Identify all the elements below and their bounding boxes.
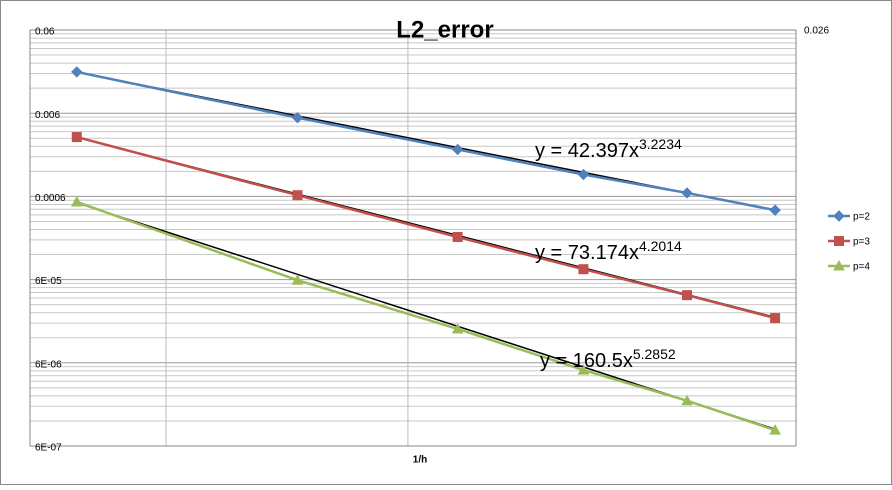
series-line [76, 200, 776, 432]
x-axis-label: 1/h [413, 455, 427, 466]
equation-exponent: 5.2852 [633, 346, 676, 362]
legend-label: p=4 [853, 262, 870, 273]
y-tick-label: 6E-07 [35, 443, 62, 454]
series-line [76, 135, 776, 320]
data-point [681, 187, 693, 199]
data-point [769, 204, 781, 216]
data-point [71, 132, 82, 143]
y-tick-label: 0.06 [35, 27, 55, 38]
y-tick-label: 6E-06 [35, 359, 62, 370]
plot-border [29, 29, 797, 447]
equation-text: y = 73.174x [535, 242, 639, 264]
data-point [452, 232, 463, 243]
legend-marker [834, 236, 844, 246]
legend-label: p=3 [853, 237, 870, 248]
data-point [291, 111, 304, 124]
data-point [770, 313, 781, 324]
equation-text: y = 42.397x [535, 140, 639, 162]
data-point [71, 66, 83, 78]
y-tick-label: 6E-05 [35, 276, 62, 287]
data-point [577, 168, 590, 181]
data-point [577, 364, 590, 375]
corner-label: 0.026 [804, 26, 829, 37]
data-point [292, 190, 303, 201]
trendline-equation: y = 42.397x3.2234 [535, 136, 682, 163]
data-point [681, 394, 693, 406]
series-line [76, 70, 776, 212]
legend-marker [833, 259, 845, 271]
equation-text: y = 160.5x [540, 350, 633, 372]
y-tick-label: 0.006 [35, 110, 60, 121]
equation-exponent: 3.2234 [639, 136, 682, 152]
chart-title: L2_error [396, 16, 493, 43]
legend-label: p=2 [853, 212, 870, 223]
equation-exponent: 4.2014 [639, 238, 682, 254]
y-tick-label: 0.0006 [35, 193, 66, 204]
data-point [769, 424, 781, 435]
data-point [291, 274, 304, 285]
data-point [451, 322, 464, 334]
data-point [682, 290, 693, 301]
data-point [70, 195, 83, 207]
legend-marker [833, 210, 845, 222]
trendline-equation: y = 73.174x4.2014 [535, 238, 682, 265]
trendline-equation: y = 160.5x5.2852 [540, 346, 676, 373]
data-point [451, 143, 464, 156]
data-point [578, 264, 589, 275]
